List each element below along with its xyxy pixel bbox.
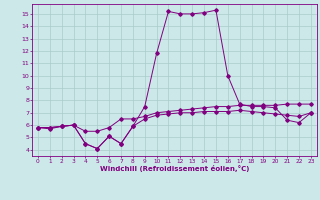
X-axis label: Windchill (Refroidissement éolien,°C): Windchill (Refroidissement éolien,°C) [100, 165, 249, 172]
